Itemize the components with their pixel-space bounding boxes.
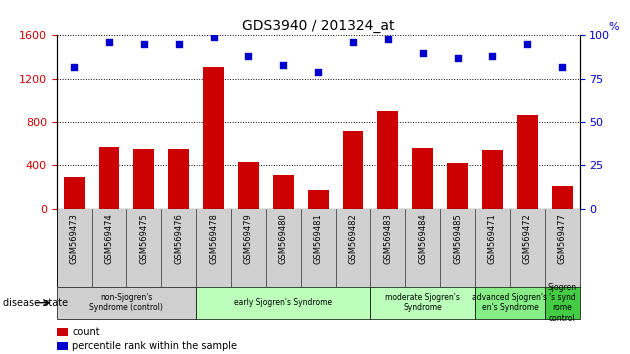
Text: GSM569484: GSM569484 [418, 213, 427, 263]
Text: GSM569477: GSM569477 [558, 213, 566, 264]
Bar [370, 287, 475, 319]
Bar [273, 175, 294, 209]
Bar [517, 115, 538, 209]
Point [174, 41, 184, 47]
Point [139, 41, 149, 47]
Text: disease state: disease state [3, 298, 68, 308]
Bar [545, 287, 580, 319]
Bar [168, 149, 189, 209]
Text: GSM569481: GSM569481 [314, 213, 323, 263]
Bar [196, 287, 370, 319]
Bar [134, 149, 154, 209]
Text: moderate Sjogren's
Syndrome: moderate Sjogren's Syndrome [386, 293, 460, 312]
Bar [552, 185, 573, 209]
Point [348, 40, 358, 45]
Text: GSM569472: GSM569472 [523, 213, 532, 263]
Text: advanced Sjogren's
en's Syndrome: advanced Sjogren's en's Syndrome [472, 293, 547, 312]
Text: non-Sjogren's
Syndrome (control): non-Sjogren's Syndrome (control) [89, 293, 163, 312]
Point [452, 55, 462, 61]
Bar [412, 148, 433, 209]
Text: GSM569474: GSM569474 [105, 213, 113, 263]
Title: GDS3940 / 201324_at: GDS3940 / 201324_at [242, 19, 394, 33]
Point [522, 41, 532, 47]
Text: GSM569476: GSM569476 [175, 213, 183, 264]
Bar [307, 190, 329, 209]
Text: GSM569480: GSM569480 [279, 213, 288, 263]
Bar [475, 287, 545, 319]
Point [104, 40, 114, 45]
Text: %: % [609, 22, 619, 32]
Point [557, 64, 567, 69]
Point [243, 53, 253, 59]
Text: count: count [72, 327, 100, 337]
Point [383, 36, 393, 42]
Point [488, 53, 498, 59]
Bar [64, 177, 84, 209]
Text: GSM569475: GSM569475 [139, 213, 148, 263]
Bar [343, 131, 364, 209]
Point [209, 34, 219, 40]
Text: GSM569483: GSM569483 [384, 213, 392, 264]
Text: GSM569479: GSM569479 [244, 213, 253, 263]
Bar [98, 147, 120, 209]
Point [278, 62, 289, 68]
Text: GSM569471: GSM569471 [488, 213, 497, 263]
Point [313, 69, 323, 75]
Point [69, 64, 79, 69]
Text: GSM569485: GSM569485 [453, 213, 462, 263]
Bar [482, 150, 503, 209]
Bar [447, 163, 468, 209]
Point [418, 50, 428, 56]
Bar [238, 162, 259, 209]
Text: GSM569473: GSM569473 [70, 213, 79, 264]
Bar [377, 111, 398, 209]
Text: GSM569478: GSM569478 [209, 213, 218, 264]
Text: Sjogren
's synd
rome
control: Sjogren 's synd rome control [547, 282, 576, 323]
Bar [203, 67, 224, 209]
Text: early Sjogren's Syndrome: early Sjogren's Syndrome [234, 298, 333, 307]
Text: GSM569482: GSM569482 [348, 213, 357, 263]
Text: percentile rank within the sample: percentile rank within the sample [72, 341, 238, 351]
Bar [57, 287, 196, 319]
